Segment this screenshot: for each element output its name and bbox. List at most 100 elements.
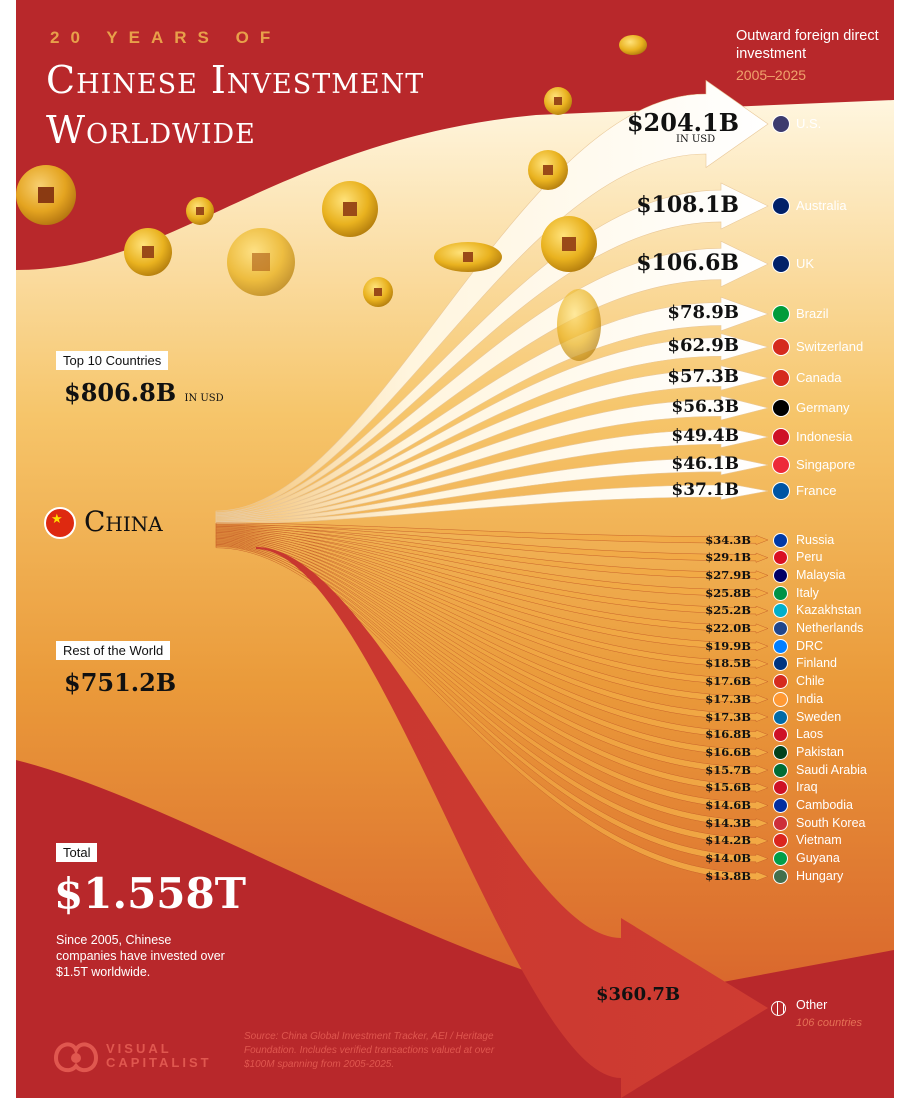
- country-flag-icon: [773, 868, 788, 884]
- flow-arrow-9: [215, 454, 769, 523]
- value-label: $14.3B: [705, 815, 751, 830]
- coins-decoration: [16, 35, 647, 361]
- country-label: Chile: [796, 674, 825, 689]
- flow-arrow-6: [215, 365, 770, 520]
- country-flag-icon: [773, 585, 788, 601]
- rest-label: Rest of the World: [56, 641, 171, 660]
- country-flag-icon: [772, 305, 790, 323]
- flow-arrow-27: [215, 541, 769, 829]
- globe-icon: [771, 1000, 786, 1016]
- country-flag-icon: [772, 428, 790, 446]
- value-label: $16.6B: [705, 744, 751, 759]
- country-flag-icon: [773, 621, 788, 636]
- flow-arrow-19: [215, 532, 769, 687]
- country-label: Indonesia: [796, 429, 853, 444]
- country-label: South Korea: [796, 815, 866, 830]
- flow-arrow-15: [215, 527, 769, 616]
- value-label: $57.3B: [667, 366, 739, 388]
- country-label: UK: [796, 256, 815, 271]
- country-label: Sweden: [796, 709, 842, 724]
- china-flag-icon: ★: [44, 507, 76, 539]
- country-flag-icon: [772, 197, 790, 215]
- value-label: $16.8B: [705, 727, 751, 742]
- flow-arrow-23: [215, 537, 769, 758]
- country-label: Vietnam: [796, 833, 842, 848]
- flow-arrow-17: [215, 529, 769, 652]
- origin-label: China: [84, 505, 163, 538]
- value-label: $49.4B: [671, 425, 739, 446]
- flow-arrow-8: [215, 426, 769, 522]
- flow-arrow-12: [215, 523, 769, 563]
- coin-1-hole: [38, 187, 54, 203]
- flow-arrow-24: [215, 538, 769, 776]
- value-label: $17.3B: [705, 691, 751, 706]
- country-flag-icon: [773, 638, 788, 654]
- value-label: $108.1B: [636, 191, 739, 218]
- country-label: Kazakhstan: [796, 603, 862, 618]
- value-label: $62.9B: [667, 335, 739, 357]
- flow-arrow-3: [215, 240, 769, 516]
- flow-arrow-30: [215, 545, 769, 882]
- brand-line-1: VISUAL: [106, 1041, 172, 1056]
- country-flag-icon: [773, 851, 788, 867]
- country-label: Malaysia: [796, 567, 846, 582]
- coin-12: [557, 289, 601, 361]
- value-label: $17.3B: [705, 709, 751, 724]
- flow-arrow-28: [215, 543, 769, 846]
- value-label: $46.1B: [671, 453, 739, 474]
- source-note: Source: China Global Investment Tracker,…: [244, 1031, 495, 1070]
- flow-arrow-10: [215, 481, 769, 525]
- country-label: Australia: [796, 198, 847, 213]
- country-flag-icon: [773, 798, 788, 813]
- title-line-2: Worldwide: [46, 108, 256, 152]
- country-label: Cambodia: [796, 798, 853, 812]
- visual-capitalist-logo: [50, 1036, 102, 1076]
- coin-10-hole: [554, 97, 562, 105]
- country-label: India: [796, 691, 824, 706]
- value-label: $56.3B: [671, 396, 739, 417]
- country-label: Germany: [796, 400, 850, 415]
- country-flag-icon: [773, 815, 788, 831]
- country-label: Finland: [796, 656, 837, 671]
- coin-9-hole: [562, 237, 576, 251]
- flow-chart: [16, 35, 894, 1098]
- flow-arrow-16: [215, 528, 769, 634]
- coin-6-hole: [374, 288, 382, 296]
- flow-arrow-1: [215, 79, 769, 514]
- country-flag-icon: [772, 456, 790, 474]
- value-label: $17.6B: [705, 674, 751, 689]
- country-flag-icon: [773, 603, 788, 619]
- country-label: Peru: [796, 550, 823, 565]
- country-label: Netherlands: [796, 621, 864, 635]
- value-label: $37.1B: [671, 479, 739, 500]
- value-label: $14.0B: [705, 851, 751, 866]
- flow-arrow-5: [215, 333, 770, 519]
- coin-3-hole: [196, 207, 204, 215]
- subtitle-years: 2005–2025: [736, 67, 807, 83]
- top10-label: Top 10 Countries: [56, 351, 169, 370]
- country-flag-icon: [773, 674, 788, 690]
- country-flag-icon: [773, 744, 788, 760]
- value-label: $25.2B: [705, 603, 751, 618]
- country-label: Laos: [796, 727, 824, 742]
- country-label: DRC: [796, 638, 824, 653]
- country-label: Canada: [796, 370, 842, 385]
- flow-arrow-21: [215, 534, 769, 723]
- country-flag-icon: [773, 709, 788, 725]
- coin-7-hole: [463, 252, 473, 262]
- flow-arrow-11: [215, 522, 769, 546]
- country-label: Russia: [796, 532, 835, 547]
- country-label: Brazil: [796, 306, 829, 321]
- flow-arrow-13: [215, 525, 769, 581]
- flow-arrow-25: [215, 539, 769, 793]
- country-label: U.S.: [796, 116, 822, 131]
- flow-arrow-2: [215, 182, 769, 515]
- value-label: $19.9B: [705, 638, 751, 653]
- value-label: $78.9B: [667, 302, 739, 324]
- country-flag-icon: [773, 567, 788, 583]
- country-label: Switzerland: [796, 339, 864, 354]
- other-note: 106 countries: [796, 1017, 863, 1029]
- coin-5-hole: [343, 202, 357, 216]
- title-kicker: 20 YEARS OF: [50, 28, 282, 47]
- value-label: $18.5B: [705, 656, 751, 671]
